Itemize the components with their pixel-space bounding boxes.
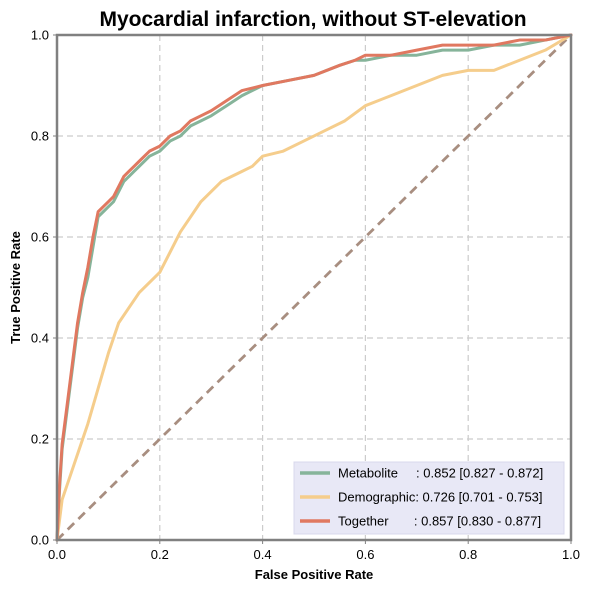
legend-entry-together: Together : 0.857 [0.830 - 0.877]	[338, 514, 541, 529]
y-tick-label: 0.0	[31, 533, 49, 548]
legend-box	[293, 461, 565, 535]
series-layer	[55, 33, 573, 542]
y-tick-label: 0.4	[31, 331, 49, 346]
y-tick-label: 0.6	[31, 230, 49, 245]
y-tick-label: 0.8	[31, 129, 49, 144]
x-tick-label: 0.6	[356, 547, 374, 562]
x-tick-label: 0.2	[151, 547, 169, 562]
x-tick-label: 0.4	[254, 547, 272, 562]
series-line-demographic	[55, 33, 573, 542]
x-tick-label: 0.8	[459, 547, 477, 562]
grid	[57, 35, 571, 540]
plot-frame	[55, 33, 573, 542]
chance-diagonal-line	[56, 34, 572, 541]
legend: Metabolite : 0.852 [0.827 - 0.872] Demogr…	[293, 461, 565, 535]
y-tick-label: 0.2	[31, 432, 49, 447]
y-axis-label: True Positive Rate	[8, 231, 23, 344]
series-line-metabolite	[55, 33, 573, 542]
chart-title: Myocardial infarction, without ST-elevat…	[99, 8, 526, 31]
x-axis-label: False Positive Rate	[255, 567, 374, 582]
y-tick-label: 1.0	[31, 28, 49, 43]
legend-entry-demographic: Demographic: 0.726 [0.701 - 0.753]	[338, 490, 543, 505]
x-tick-label: 1.0	[562, 547, 580, 562]
ticks: 0.0 0.2 0.4 0.6 0.8 1.0 0.0 0.2 0.4 0.6 0.8 1.0	[31, 28, 580, 563]
legend-entry-metabolite: Metabolite : 0.852 [0.827 - 0.872]	[338, 466, 543, 481]
x-tick-label: 0.0	[48, 547, 66, 562]
series-line-together	[55, 33, 573, 542]
